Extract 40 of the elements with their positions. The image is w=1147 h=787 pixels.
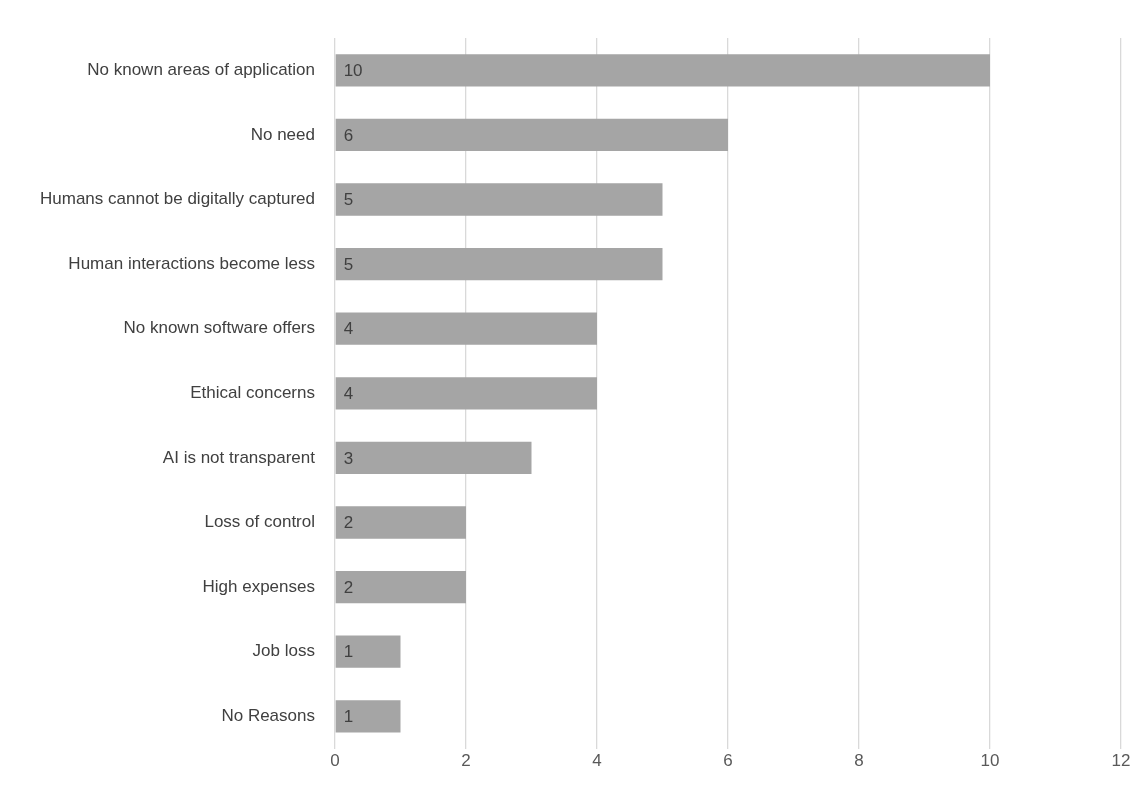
bar <box>335 183 663 216</box>
y-tick-label: High expenses <box>202 576 315 596</box>
bar <box>335 700 401 733</box>
bar <box>335 506 466 539</box>
y-tick-label: Ethical concerns <box>190 382 315 402</box>
x-tick-label: 6 <box>723 751 733 771</box>
data-label: 3 <box>343 448 354 468</box>
x-tick-label: 2 <box>461 751 471 771</box>
data-label: 1 <box>343 706 354 726</box>
x-tick-label: 10 <box>980 751 1000 771</box>
bar <box>335 377 597 410</box>
y-tick-label: Job loss <box>252 641 315 661</box>
y-tick-label: Humans cannot be digitally captured <box>40 189 315 209</box>
x-tick-label: 8 <box>854 751 864 771</box>
bar <box>335 54 990 87</box>
x-tick-label: 0 <box>330 751 340 771</box>
data-label: 4 <box>343 319 354 339</box>
data-label: 4 <box>343 383 354 403</box>
y-tick-label: AI is not transparent <box>162 447 316 467</box>
data-label: 5 <box>343 190 354 210</box>
y-tick-label: Human interactions become less <box>68 253 315 273</box>
bar <box>335 441 532 475</box>
y-tick-label: No Reasons <box>221 705 315 725</box>
x-tick-label: 12 <box>1111 751 1131 771</box>
data-label: 2 <box>343 577 354 597</box>
data-label: 2 <box>343 513 354 533</box>
data-label: 10 <box>343 60 363 80</box>
y-tick-label: No known software offers <box>123 318 315 338</box>
bar <box>335 312 597 345</box>
bar <box>335 635 401 668</box>
data-label: 1 <box>343 642 354 662</box>
bar <box>335 118 728 152</box>
bar <box>335 247 663 281</box>
data-label: 6 <box>343 125 354 145</box>
bar <box>335 570 466 604</box>
y-tick-label: Loss of control <box>204 512 315 532</box>
x-tick-label: 4 <box>592 751 602 771</box>
y-tick-label: No known areas of application <box>87 59 315 79</box>
y-tick-label: No need <box>250 124 315 144</box>
data-label: 5 <box>343 254 354 274</box>
